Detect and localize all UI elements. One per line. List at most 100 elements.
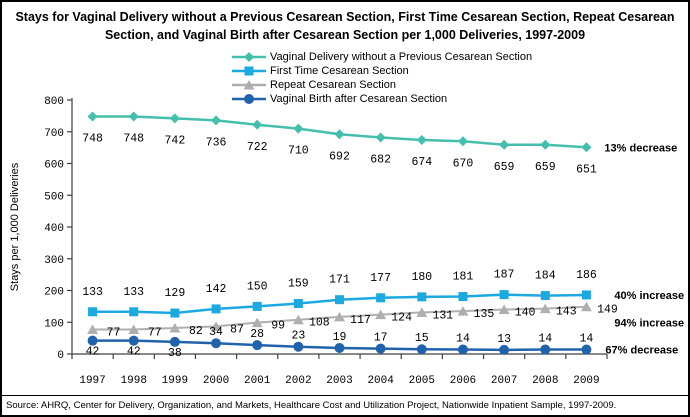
data-point-diamond	[293, 123, 304, 134]
legend-item: Vaginal Delivery without a Previous Cesa…	[231, 50, 532, 64]
data-label: 14	[456, 333, 470, 346]
data-label: 19	[333, 331, 347, 344]
data-label: 692	[329, 150, 350, 163]
trend-annotation: 40% increase	[614, 290, 684, 302]
data-label: 184	[535, 270, 556, 283]
y-tick-label: 100	[44, 318, 64, 330]
data-point-square	[458, 292, 468, 302]
data-point-diamond	[211, 115, 222, 126]
data-point-triangle	[292, 314, 304, 325]
data-label: 159	[288, 278, 309, 291]
data-label: 135	[474, 308, 495, 321]
x-tick-label: 2005	[409, 375, 435, 387]
data-point-triangle	[128, 324, 140, 335]
data-point-diamond	[540, 139, 551, 150]
legend-item: Repeat Cesarean Section	[231, 78, 532, 92]
data-label: 87	[230, 323, 244, 336]
data-label: 133	[82, 286, 103, 299]
data-label: 14	[580, 333, 594, 346]
data-label: 117	[350, 314, 371, 327]
data-point-circle	[293, 341, 304, 352]
data-point-triangle	[416, 307, 428, 317]
x-tick-label: 2008	[532, 375, 558, 387]
x-tick-label: 2000	[203, 375, 229, 387]
legend-label: Vaginal Birth after Cesarean Section	[270, 93, 448, 105]
data-label: 682	[370, 153, 391, 166]
data-point-triangle	[375, 309, 387, 320]
data-label: 149	[597, 304, 618, 317]
data-point-diamond	[581, 142, 592, 153]
data-point-diamond	[457, 136, 468, 147]
x-tick-label: 2009	[573, 375, 599, 387]
data-point-circle	[334, 342, 345, 353]
trend-annotation: 94% increase	[614, 318, 684, 330]
data-label: 108	[309, 317, 330, 330]
data-point-circle	[540, 344, 551, 355]
x-tick-label: 2004	[367, 375, 394, 387]
legend-item: Vaginal Birth after Cesarean Section	[231, 92, 532, 106]
data-point-circle	[499, 344, 510, 355]
data-point-diamond	[128, 111, 139, 122]
data-point-triangle	[169, 322, 181, 333]
data-label: 140	[515, 307, 536, 320]
x-tick-label: 2007	[491, 375, 517, 387]
legend-marker-square-icon	[232, 66, 266, 76]
data-label: 124	[391, 312, 412, 325]
data-point-square	[129, 307, 139, 317]
data-point-triangle	[498, 304, 510, 315]
source-note: Source: AHRQ, Center for Delivery, Organ…	[6, 400, 617, 411]
data-point-diamond	[252, 119, 263, 130]
legend-label: Vaginal Delivery without a Previous Cesa…	[270, 51, 533, 63]
data-label: 82	[189, 325, 203, 338]
data-label: 177	[370, 272, 391, 285]
data-label: 748	[123, 133, 144, 146]
data-point-circle	[581, 344, 592, 355]
data-point-circle	[252, 340, 263, 351]
y-tick-label: 200	[44, 287, 64, 299]
data-point-triangle	[87, 324, 99, 335]
data-point-circle	[375, 343, 386, 354]
data-label: 710	[288, 145, 309, 158]
x-tick-label: 1998	[121, 375, 147, 387]
data-label: 133	[123, 286, 144, 299]
data-point-square	[540, 291, 550, 301]
y-tick-label: 400	[44, 223, 64, 235]
data-point-diamond	[416, 135, 427, 146]
data-label: 181	[453, 271, 474, 284]
y-tick-label: 700	[44, 128, 64, 140]
data-point-diamond	[87, 111, 98, 122]
data-point-triangle	[539, 303, 551, 314]
data-point-circle	[416, 344, 427, 355]
y-tick-label: 500	[44, 191, 64, 203]
data-label: 129	[165, 287, 186, 300]
data-label: 99	[271, 320, 285, 333]
data-label: 23	[291, 330, 305, 343]
data-point-circle	[457, 344, 468, 355]
x-tick-label: 2003	[326, 375, 352, 387]
data-point-circle	[211, 338, 222, 349]
data-label: 15	[415, 332, 429, 345]
y-tick-label: 0	[57, 350, 64, 362]
data-label: 77	[148, 327, 162, 340]
data-label: 659	[494, 161, 515, 174]
data-point-circle	[128, 335, 139, 346]
data-label: 180	[411, 271, 432, 284]
data-label: 142	[206, 283, 227, 296]
data-point-diamond	[169, 113, 180, 124]
data-point-square	[170, 308, 180, 318]
data-label: 42	[86, 346, 100, 359]
data-point-diamond	[375, 132, 386, 143]
chart-title: Stays for Vaginal Delivery without a Pre…	[15, 10, 675, 43]
data-point-triangle	[251, 317, 263, 328]
chart-legend: Vaginal Delivery without a Previous Cesa…	[231, 50, 532, 106]
data-label: 748	[82, 133, 103, 146]
y-tick-label: 800	[44, 96, 64, 108]
data-label: 722	[247, 141, 268, 154]
x-tick-label: 2001	[244, 375, 271, 387]
data-label: 17	[374, 332, 388, 345]
data-label: 186	[576, 269, 597, 282]
data-label: 131	[432, 309, 453, 322]
source-divider	[2, 395, 688, 396]
legend-label: First Time Cesarean Section	[270, 65, 409, 77]
data-point-circle	[169, 336, 180, 347]
